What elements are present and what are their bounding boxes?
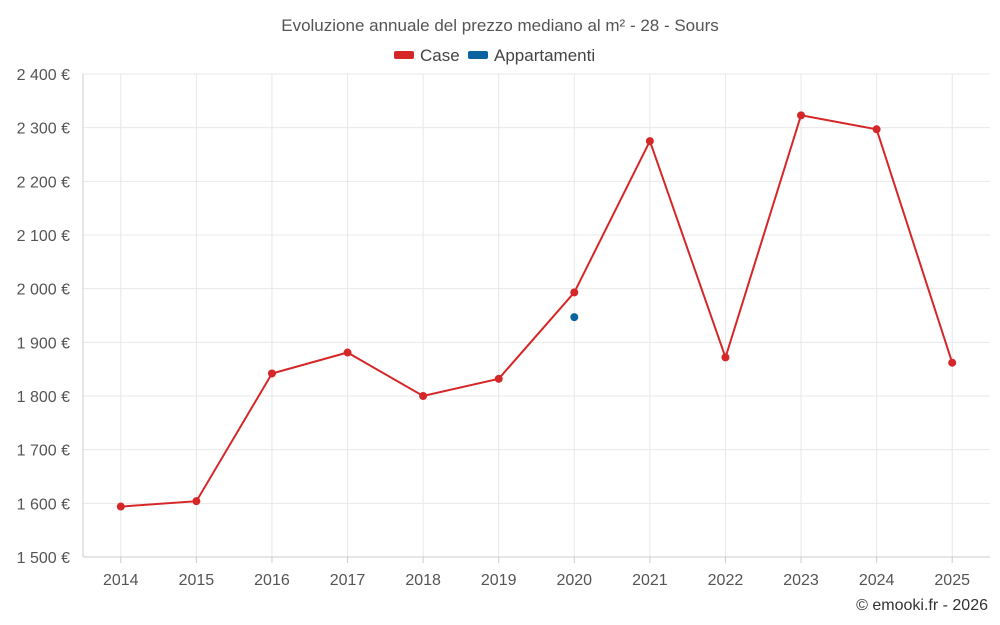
y-tick-label: 1 500 € — [17, 550, 70, 567]
y-tick-label: 2 200 € — [17, 174, 70, 191]
x-tick-label: 2017 — [330, 572, 366, 589]
data-point-case-2024[interactable] — [872, 125, 881, 134]
data-point-case-2019[interactable] — [494, 374, 503, 383]
series-line-case — [120, 114, 954, 508]
data-point-case-2016[interactable] — [267, 369, 276, 378]
x-tick-label: 2016 — [254, 572, 290, 589]
credit-text: © emooki.fr - 2026 — [856, 597, 988, 614]
data-point-case-2020[interactable] — [570, 288, 579, 297]
data-point-case-2014[interactable] — [116, 502, 125, 511]
x-tick-label: 2021 — [632, 572, 668, 589]
x-tick-label: 2014 — [103, 572, 139, 589]
y-tick-label: 1 800 € — [17, 389, 70, 406]
y-tick-label: 1 900 € — [17, 335, 70, 352]
x-tick-label: 2018 — [405, 572, 441, 589]
data-point-case-2017[interactable] — [343, 348, 352, 357]
data-point-case-2025[interactable] — [948, 358, 957, 367]
y-tick-label: 2 100 € — [17, 228, 70, 245]
data-point-case-2015[interactable] — [192, 497, 201, 506]
data-point-case-2022[interactable] — [721, 353, 730, 362]
x-tick-label: 2019 — [481, 572, 517, 589]
series — [116, 111, 957, 511]
data-point-case-2023[interactable] — [797, 111, 806, 120]
y-tick-label: 2 000 € — [17, 282, 70, 299]
data-point-appartamenti-2020[interactable] — [570, 313, 579, 322]
data-point-case-2021[interactable] — [645, 137, 654, 146]
legend: Case Appartamenti — [394, 46, 595, 65]
data-point-case-2018[interactable] — [419, 392, 428, 400]
x-tick-label: 2015 — [179, 572, 215, 589]
legend-swatch-case — [394, 51, 414, 59]
x-tick-label: 2022 — [708, 572, 744, 589]
x-tick-label: 2024 — [859, 572, 895, 589]
y-axis: 1 500 € 1 600 € 1 700 € 1 800 € 1 900 € 2 000… — [17, 67, 70, 567]
y-tick-label: 2 400 € — [17, 67, 70, 84]
legend-label-case[interactable]: Case — [420, 46, 460, 65]
y-tick-label: 2 300 € — [17, 121, 70, 138]
y-tick-label: 1 700 € — [17, 443, 70, 460]
x-axis: 2014 2015 2016 2017 2018 2019 2020 2021 2022 2023… — [103, 557, 970, 589]
legend-swatch-appartamenti — [468, 51, 488, 59]
x-tick-label: 2023 — [783, 572, 819, 589]
grid — [82, 73, 990, 558]
x-tick-label: 2020 — [556, 572, 592, 589]
chart-title: Evoluzione annuale del prezzo mediano al… — [281, 16, 719, 35]
x-tick-label: 2025 — [934, 572, 970, 589]
y-tick-label: 1 600 € — [17, 496, 70, 513]
legend-label-appartamenti[interactable]: Appartamenti — [494, 46, 595, 65]
